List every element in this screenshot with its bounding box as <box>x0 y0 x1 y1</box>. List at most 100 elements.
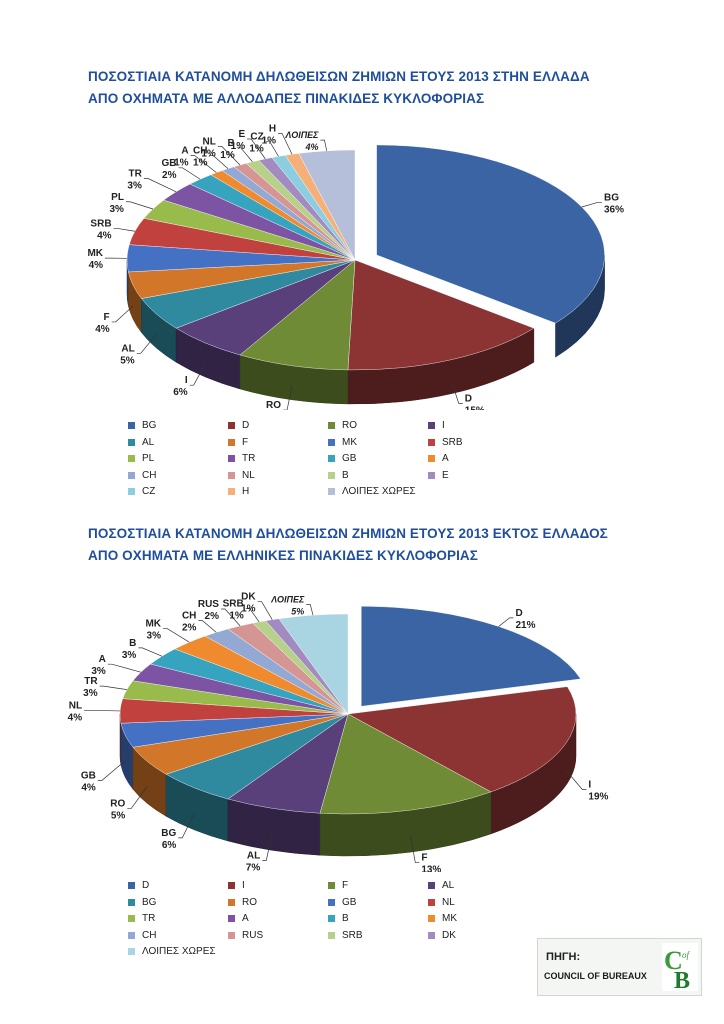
source-organization: COUNCIL OF BUREAUX <box>544 971 647 981</box>
slice-label: SRB <box>223 599 244 610</box>
legend-label: AL <box>142 436 155 448</box>
legend-swatch <box>128 915 135 922</box>
slice-pct-label: 3% <box>122 650 137 661</box>
slice-pct-label: 1% <box>231 141 246 152</box>
legend-swatch <box>428 915 435 922</box>
legend-swatch <box>128 948 135 955</box>
legend-swatch <box>328 455 335 462</box>
slice-pct-label: 3% <box>83 688 98 699</box>
legend-item-bg: BG <box>128 420 156 431</box>
source-box: ΠΗΓΗ: COUNCIL OF BUREAUX C of B <box>537 938 702 996</box>
pie-chart-1: BG36%D15%RO8%I6%AL5%F4%MK4%SRB4%PL3%TR3%… <box>87 124 624 410</box>
legend-label: A <box>442 453 449 464</box>
leader-line <box>190 155 217 173</box>
leader-line <box>136 334 157 354</box>
pie-slice-ro <box>239 259 356 371</box>
legend-label: GB <box>342 896 357 908</box>
slice-label: AL <box>121 343 134 354</box>
legend-label: ΛΟΙΠΕΣ ΧΩΡΕΣ <box>342 486 416 497</box>
legend-label: ΛΟΙΠΕΣ ΧΩΡΕΣ <box>142 946 216 957</box>
leader-line <box>565 769 587 790</box>
slice-label: F <box>104 312 110 323</box>
leader-line <box>581 201 603 208</box>
slice-pct-label: 15% <box>465 406 485 410</box>
legend-label: TR <box>242 453 256 464</box>
pie-slice-f <box>319 713 492 815</box>
legend-swatch <box>228 931 235 939</box>
legend-label: D <box>242 420 250 431</box>
leader-line <box>189 363 206 386</box>
slice-label: ΛΟΙΠΕΣ <box>284 130 319 140</box>
legend-item-λοιπες-χωρες: ΛΟΙΠΕΣ ΧΩΡΕΣ <box>328 486 416 497</box>
legend-swatch <box>228 471 235 479</box>
slice-label: B <box>129 638 136 649</box>
slice-pct-label: 2% <box>162 170 177 181</box>
leader-line <box>410 835 420 863</box>
leader-line <box>178 167 201 180</box>
slice-label: TR <box>84 676 98 687</box>
slice-label: B <box>228 138 235 149</box>
chart1-title-line1: ΠΟΣΟΣΤΙΑΙΑ ΚΑΤΑΝΟΜΗ ΔΗΛΩΘΕΙΣΩΝ ΖΗΜΙΩΝ ΕΤ… <box>88 69 590 84</box>
pie-slice-i <box>347 686 577 793</box>
leader-line <box>127 786 148 809</box>
legend-label: NL <box>242 469 255 481</box>
leader-line <box>283 386 293 410</box>
legend-item-tr: TR <box>128 913 155 924</box>
legend-swatch <box>328 488 335 495</box>
legend-item-rus: RUS <box>228 930 263 941</box>
slice-pct-label: 1% <box>220 150 235 161</box>
pie-slice-λοιπες-χωρες <box>298 149 356 261</box>
legend-swatch <box>228 438 235 446</box>
chart2-title-line2: ΑΠΟ ΟΧΗΜΑΤΑ ΜΕ ΕΛΛΗΝΙΚΕΣ ΠΙΝΑΚΙΔΕΣ ΚΥΚΛΟ… <box>88 548 478 563</box>
legend-label: RUS <box>242 929 264 941</box>
legend-item-b: B <box>328 470 349 481</box>
legend-item-ch: CH <box>128 930 156 941</box>
legend-swatch <box>328 898 335 906</box>
slice-label: BG <box>161 828 176 839</box>
leader-line <box>236 147 253 162</box>
leader-line <box>107 663 141 673</box>
legend-item-mk: MK <box>328 437 357 448</box>
leader-line <box>247 138 266 160</box>
slice-pct-label: 6% <box>162 840 177 851</box>
legend-swatch <box>328 931 335 939</box>
slice-label: A <box>99 654 106 665</box>
leader-line <box>198 620 217 633</box>
legend-item-al: AL <box>128 437 154 448</box>
legend-label: BG <box>142 420 157 431</box>
pie-labels: D21%I19%F13%AL7%BG6%RO5%GB4%NL4%TR3%A3%B… <box>68 592 609 872</box>
legend-item-pl: PL <box>128 453 154 464</box>
leader-line <box>163 628 190 643</box>
slice-pct-label: 2% <box>205 611 220 622</box>
legend-label: TR <box>142 913 156 924</box>
legend-label: MK <box>442 913 457 924</box>
svg-text:of: of <box>682 950 691 960</box>
legend-item-ro: RO <box>228 897 257 908</box>
slice-pct-label: 3% <box>91 666 106 677</box>
legend-item-f: F <box>328 880 348 891</box>
slice-pct-label: 13% <box>421 865 441 872</box>
legend-item-mk: MK <box>428 913 457 924</box>
pie-tops <box>119 606 581 815</box>
legend-label: CH <box>142 469 157 481</box>
leader-line <box>143 178 177 193</box>
council-of-bureaux-logo-icon: C of B <box>662 943 698 991</box>
legend-item-h: H <box>228 486 249 497</box>
legend-swatch <box>228 488 235 495</box>
slice-pct-label: 19% <box>588 792 608 803</box>
leader-line <box>257 601 273 620</box>
slice-label: CH <box>182 611 196 622</box>
legend-item-bg: BG <box>128 897 156 908</box>
legend-swatch <box>128 422 135 429</box>
legend-label: F <box>242 436 249 448</box>
slice-label: D <box>465 394 472 405</box>
legend-swatch <box>128 471 135 479</box>
slice-pct-label: 1% <box>229 611 244 622</box>
legend-label: CZ <box>142 486 156 497</box>
legend-label: H <box>242 486 250 497</box>
legend-item-f: F <box>228 437 248 448</box>
legend-swatch <box>228 455 235 462</box>
pie-chart-2: D21%I19%F13%AL7%BG6%RO5%GB4%NL4%TR3%A3%B… <box>68 592 609 872</box>
legend-label: NL <box>442 896 455 908</box>
legend-swatch <box>328 422 335 429</box>
